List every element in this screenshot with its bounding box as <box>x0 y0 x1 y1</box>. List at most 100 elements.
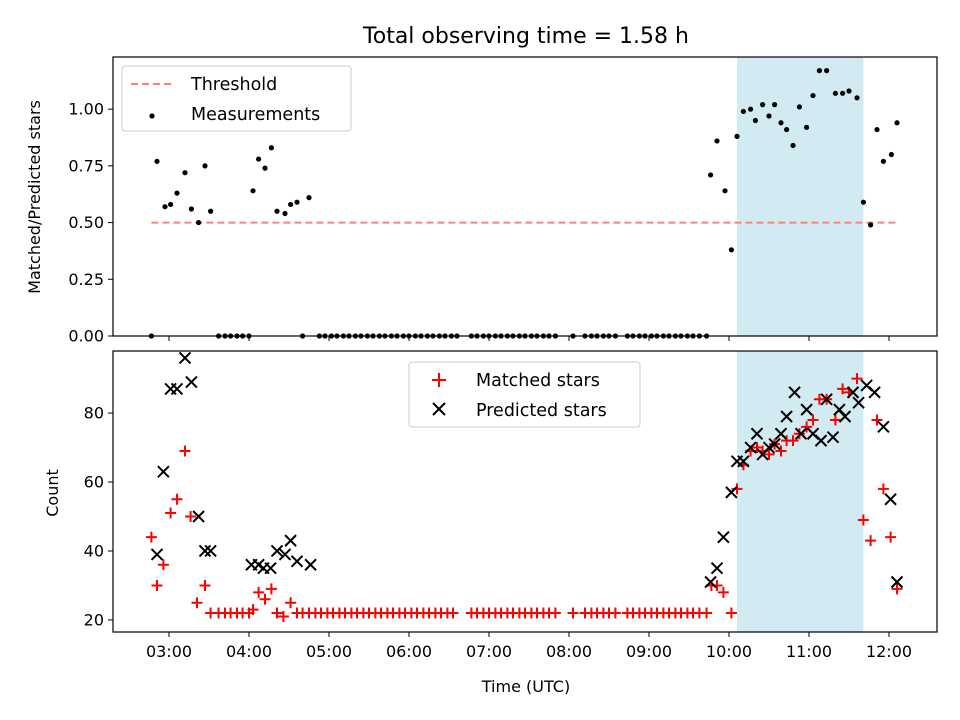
legend-matched-swatch <box>432 373 446 387</box>
data-point <box>198 544 212 558</box>
data-point <box>838 410 852 423</box>
data-point <box>178 351 192 365</box>
data-point <box>804 124 810 130</box>
data-point <box>150 548 164 561</box>
data-point <box>766 113 772 119</box>
y-tick-label: 60 <box>84 473 104 492</box>
data-point <box>846 386 860 399</box>
top-legend: Threshold Measurements <box>121 65 352 132</box>
data-point <box>734 133 740 139</box>
data-point <box>701 607 713 619</box>
data-point <box>151 579 163 591</box>
data-point <box>891 583 903 595</box>
y-tick-label: 20 <box>84 610 104 629</box>
data-point <box>277 610 289 622</box>
data-point <box>725 486 738 499</box>
data-point <box>816 68 823 74</box>
data-point <box>304 558 317 571</box>
y-tick-label: 80 <box>84 404 104 423</box>
data-point <box>168 201 174 208</box>
data-point <box>722 188 728 194</box>
x-tick-label: 09:00 <box>626 642 672 661</box>
top-y-axis-label: Matched/Predicted stars <box>25 100 44 294</box>
data-point <box>748 106 754 112</box>
series-measurements <box>148 68 900 339</box>
y-tick-label: 0.50 <box>68 213 104 232</box>
data-point <box>868 386 881 399</box>
data-point <box>704 575 717 589</box>
data-point <box>185 510 197 522</box>
data-point <box>890 575 904 589</box>
data-point <box>774 427 788 440</box>
data-point <box>250 188 256 194</box>
data-point <box>294 199 300 205</box>
data-point <box>192 510 205 523</box>
data-point <box>880 158 887 164</box>
plot-frame <box>112 56 938 337</box>
top-plot-area: 0.00 0.25 0.50 0.75 1.00 <box>68 56 938 346</box>
data-point <box>188 206 194 212</box>
data-point <box>259 593 271 605</box>
data-point <box>165 507 177 519</box>
data-point <box>171 493 183 505</box>
data-point <box>262 165 268 171</box>
data-point <box>162 204 168 210</box>
data-point <box>290 555 304 568</box>
data-point <box>714 138 720 144</box>
data-point <box>284 534 297 547</box>
data-point <box>832 90 839 96</box>
data-point <box>253 586 265 598</box>
data-point <box>270 544 284 558</box>
plot-frame <box>112 350 938 633</box>
data-point <box>751 442 763 454</box>
data-point <box>567 607 579 619</box>
data-point <box>820 393 833 406</box>
legend-measurements-label: Measurements <box>191 105 320 125</box>
data-point <box>894 120 900 126</box>
bottom-plot-area: 20 40 60 80 03:00 04:00 05:00 06:00 07:00 08:00 09… <box>84 350 938 661</box>
data-point <box>265 583 277 595</box>
data-point <box>868 222 874 228</box>
data-point <box>857 514 869 526</box>
data-point <box>157 559 169 571</box>
observing-span <box>737 57 864 336</box>
data-point <box>145 531 157 543</box>
data-point <box>780 410 793 423</box>
y-tick-label: 1.00 <box>68 100 104 119</box>
data-point <box>846 88 852 94</box>
data-point <box>810 92 816 99</box>
data-point <box>888 151 895 158</box>
y-tick-label: 0.25 <box>68 270 104 289</box>
data-point <box>268 145 274 151</box>
y-tick-label: 0.75 <box>68 156 104 175</box>
data-point <box>793 428 805 440</box>
data-point <box>179 445 191 457</box>
data-point <box>885 531 897 543</box>
top-panel: 0.00 0.25 0.50 0.75 1.00 Matched/Predicted s… <box>25 56 938 346</box>
x-tick-label: 10:00 <box>706 642 752 661</box>
data-point <box>717 530 730 544</box>
data-point <box>271 607 283 619</box>
y-tick-label: 40 <box>84 541 104 560</box>
legend-matched-label: Matched stars <box>476 371 600 391</box>
top-legend-box <box>121 65 352 132</box>
y-tick-label: 0.00 <box>68 327 104 346</box>
data-point <box>752 117 759 124</box>
data-point <box>788 386 801 399</box>
data-point <box>744 441 757 454</box>
data-point <box>202 163 208 169</box>
x-tick-label: 06:00 <box>386 642 432 661</box>
data-point <box>852 396 865 409</box>
data-point <box>874 126 880 133</box>
data-point <box>204 544 217 558</box>
x-tick-label: 05:00 <box>306 642 352 661</box>
x-tick-label: 11:00 <box>786 642 832 661</box>
data-point <box>840 90 846 96</box>
x-tick-label: 07:00 <box>466 642 512 661</box>
data-point <box>824 68 830 74</box>
data-point <box>750 427 764 440</box>
data-point <box>725 607 737 619</box>
data-point <box>865 535 877 547</box>
legend-measurements-swatch <box>149 113 155 119</box>
